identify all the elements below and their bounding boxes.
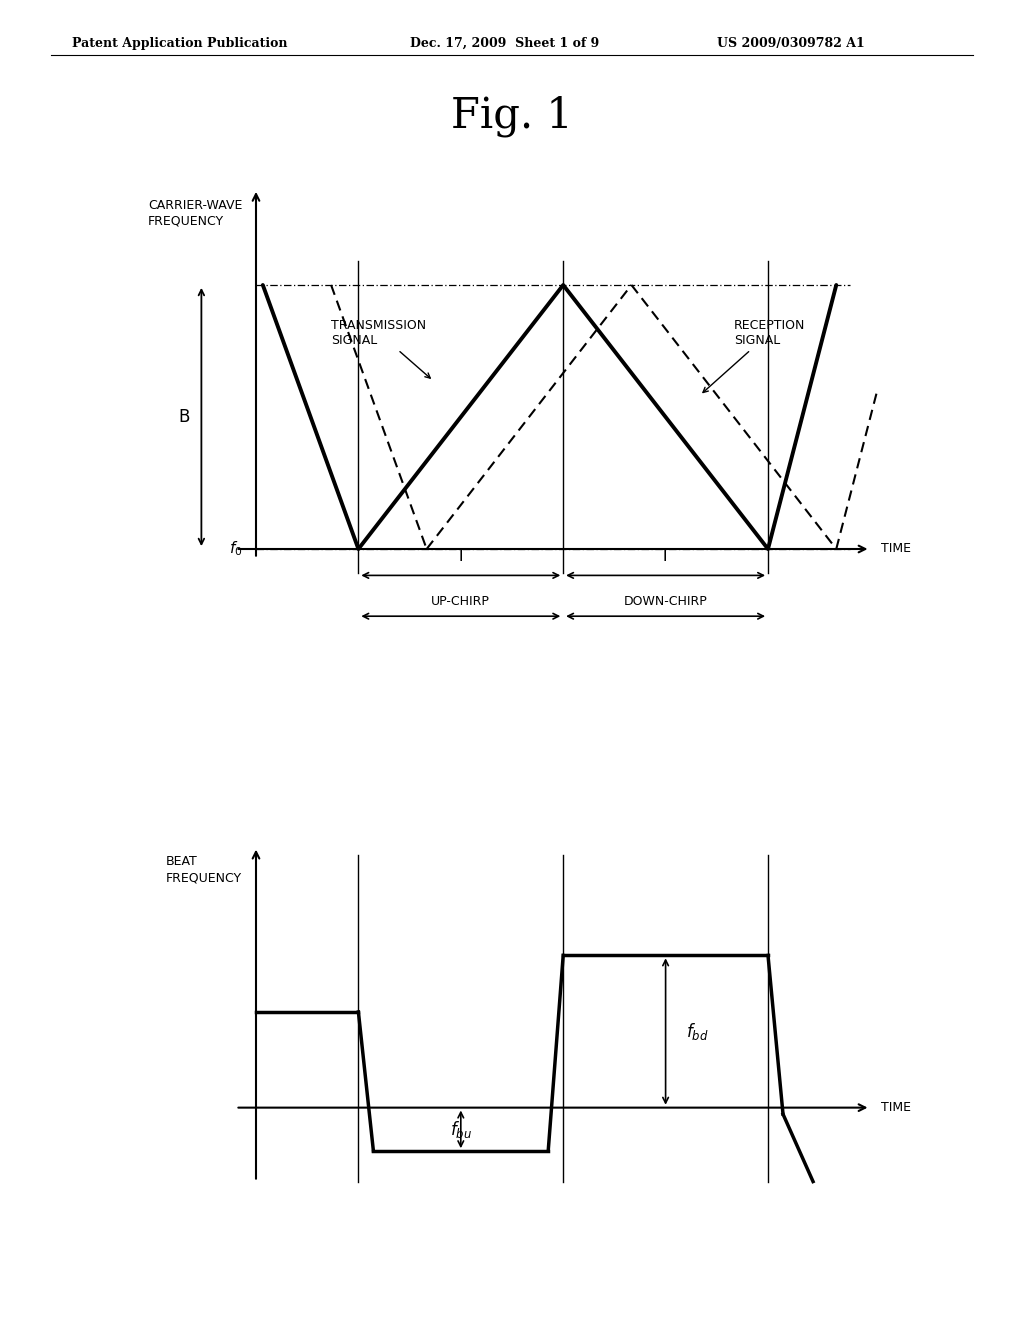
Text: US 2009/0309782 A1: US 2009/0309782 A1 xyxy=(717,37,864,50)
Text: DOWN-CHIRP: DOWN-CHIRP xyxy=(624,594,708,607)
Text: $f_{bu}$: $f_{bu}$ xyxy=(450,1119,472,1140)
Text: TIME: TIME xyxy=(881,543,910,556)
Text: UP-CHIRP: UP-CHIRP xyxy=(431,594,490,607)
Text: CARRIER-WAVE
FREQUENCY: CARRIER-WAVE FREQUENCY xyxy=(148,198,243,227)
Text: TRANSMISSION
SIGNAL: TRANSMISSION SIGNAL xyxy=(331,319,430,378)
Text: Fig. 1: Fig. 1 xyxy=(452,95,572,137)
Text: $f_0$: $f_0$ xyxy=(228,540,243,558)
Text: Patent Application Publication: Patent Application Publication xyxy=(72,37,287,50)
Text: Dec. 17, 2009  Sheet 1 of 9: Dec. 17, 2009 Sheet 1 of 9 xyxy=(410,37,599,50)
Text: TIME: TIME xyxy=(881,1101,910,1114)
Text: RECEPTION
SIGNAL: RECEPTION SIGNAL xyxy=(702,319,805,392)
Text: T: T xyxy=(456,546,466,565)
Text: B: B xyxy=(178,408,190,426)
Text: BEAT
FREQUENCY: BEAT FREQUENCY xyxy=(166,855,243,884)
Text: $f_{bd}$: $f_{bd}$ xyxy=(686,1022,709,1041)
Text: T: T xyxy=(660,546,671,565)
